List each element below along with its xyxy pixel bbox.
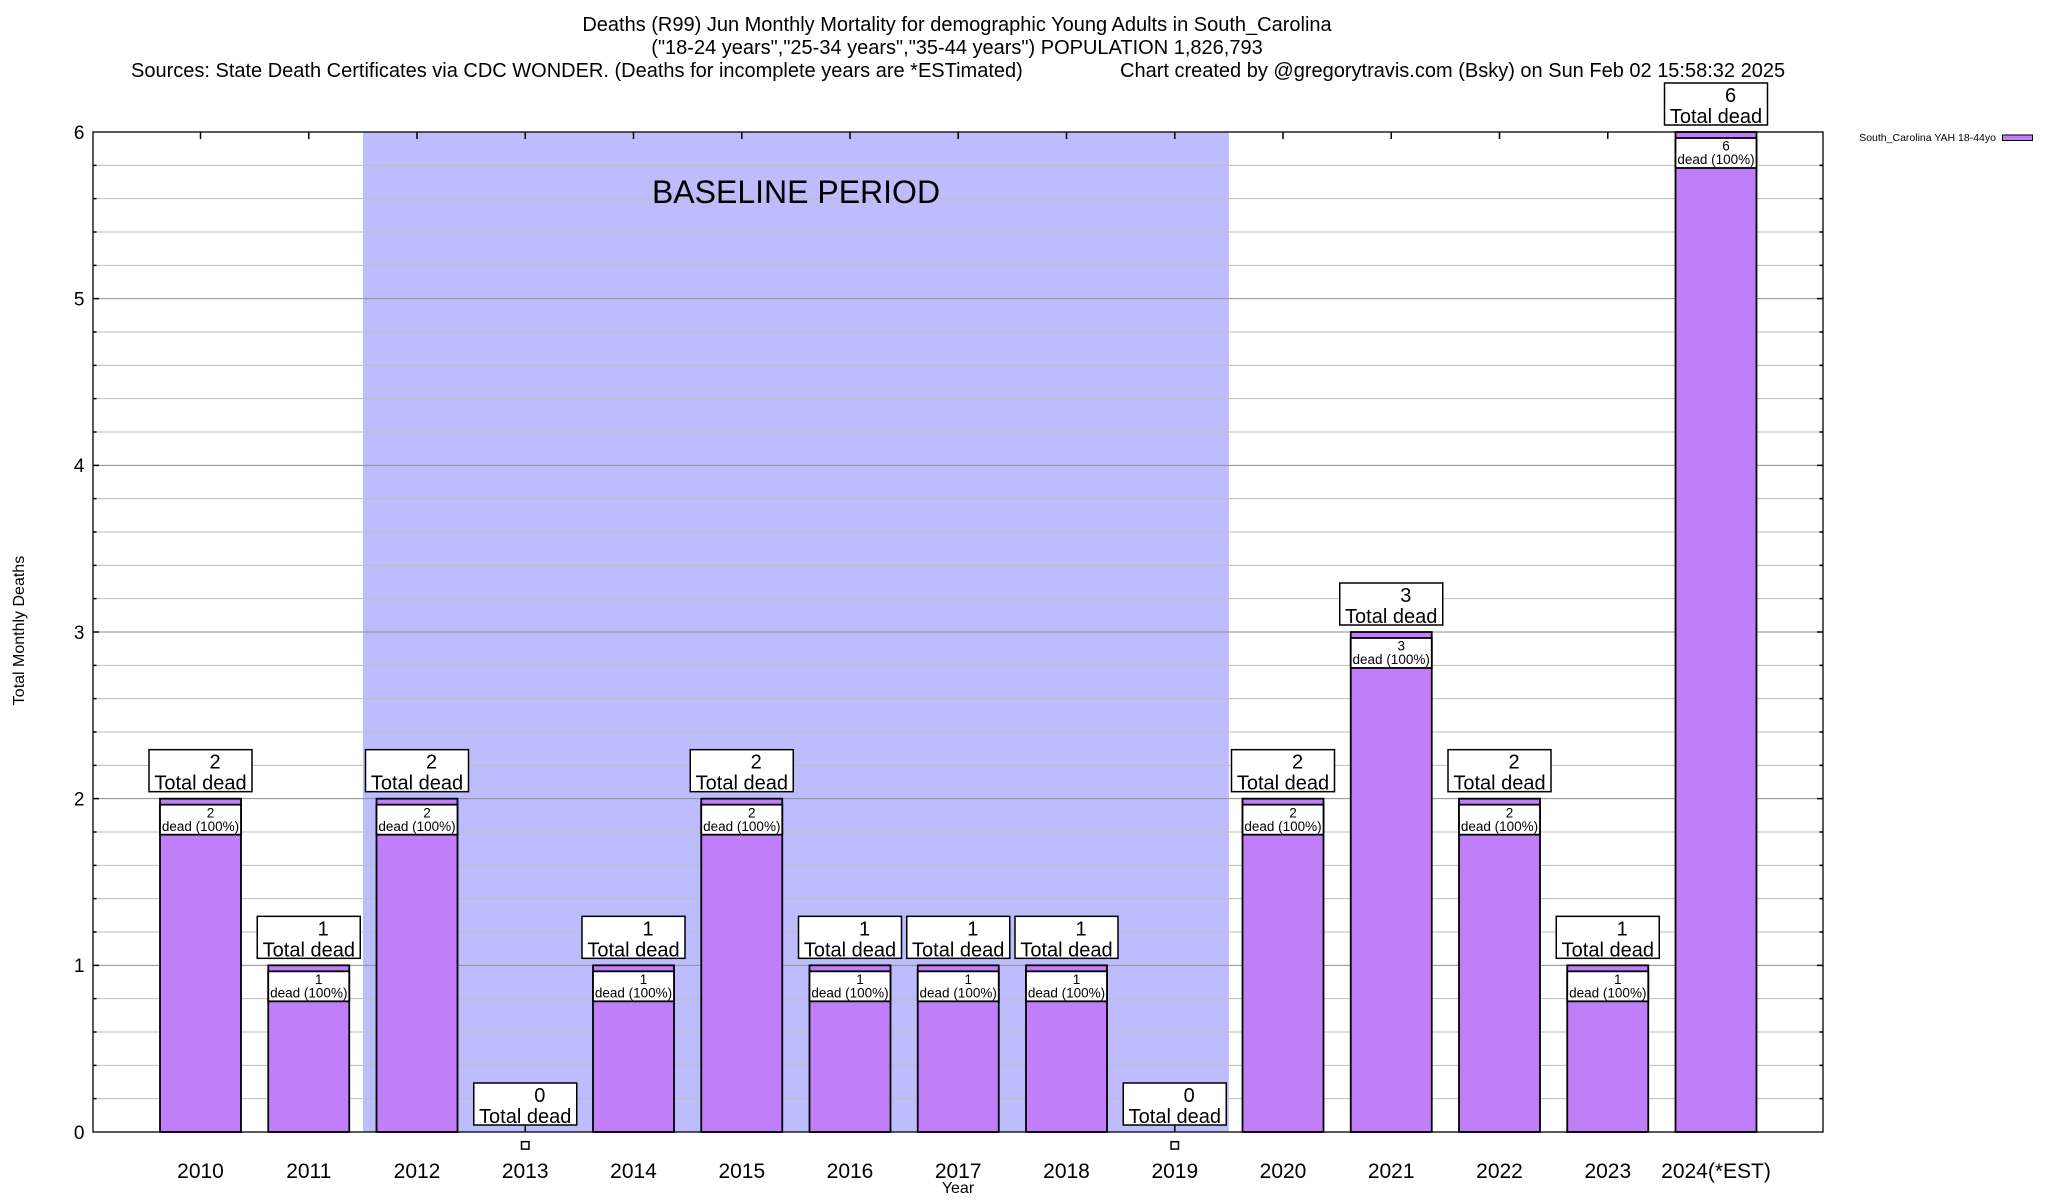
svg-text:Total dead: Total dead (154, 773, 246, 795)
svg-text:dead (100%): dead (100%) (1461, 819, 1538, 834)
svg-text:2: 2 (1292, 752, 1303, 774)
svg-text:1: 1 (964, 972, 972, 987)
svg-text:Total dead: Total dead (804, 939, 896, 961)
svg-text:2: 2 (426, 752, 437, 774)
svg-text:2: 2 (748, 805, 756, 820)
svg-text:dead (100%): dead (100%) (1244, 819, 1321, 834)
svg-text:2015: 2015 (718, 1160, 765, 1183)
svg-text:dead (100%): dead (100%) (378, 819, 455, 834)
svg-text:Total dead: Total dead (587, 939, 679, 961)
svg-text:6: 6 (1722, 139, 1730, 154)
svg-text:dead (100%): dead (100%) (703, 819, 780, 834)
svg-text:2: 2 (1289, 805, 1297, 820)
svg-text:Total dead: Total dead (1453, 773, 1545, 795)
svg-text:2021: 2021 (1368, 1160, 1415, 1183)
svg-text:2: 2 (1508, 752, 1519, 774)
svg-text:dead (100%): dead (100%) (595, 986, 672, 1001)
svg-text:Total dead: Total dead (1237, 773, 1329, 795)
svg-text:dead (100%): dead (100%) (920, 986, 997, 1001)
svg-text:dead (100%): dead (100%) (811, 986, 888, 1001)
svg-text:Sources: State Death Certifica: Sources: State Death Certificates via CD… (131, 60, 1023, 82)
svg-text:2: 2 (209, 752, 220, 774)
svg-text:2012: 2012 (394, 1160, 441, 1183)
svg-text:2018: 2018 (1043, 1160, 1090, 1183)
svg-text:3: 3 (74, 623, 85, 644)
svg-text:dead (100%): dead (100%) (270, 986, 347, 1001)
svg-text:2011: 2011 (286, 1160, 331, 1183)
svg-text:Deaths (R99) Jun Monthly Morta: Deaths (R99) Jun Monthly Mortality for d… (582, 14, 1332, 36)
svg-text:dead (100%): dead (100%) (1569, 986, 1646, 1001)
svg-text:1: 1 (74, 956, 85, 977)
svg-text:Total dead: Total dead (1345, 606, 1437, 628)
svg-text:BASELINE PERIOD: BASELINE PERIOD (652, 174, 940, 210)
svg-text:1: 1 (315, 972, 323, 987)
svg-text:0: 0 (74, 1123, 85, 1144)
svg-text:2: 2 (1506, 805, 1514, 820)
svg-text:6: 6 (1725, 85, 1736, 107)
svg-text:dead (100%): dead (100%) (1677, 152, 1754, 167)
svg-text:2: 2 (207, 805, 215, 820)
svg-text:1: 1 (856, 972, 864, 987)
svg-text:4: 4 (74, 456, 85, 477)
svg-text:6: 6 (74, 123, 85, 144)
svg-text:2010: 2010 (177, 1160, 224, 1183)
svg-text:Total Monthly Deaths: Total Monthly Deaths (11, 556, 28, 705)
svg-text:2: 2 (423, 805, 431, 820)
svg-text:0: 0 (534, 1085, 545, 1107)
svg-text:dead (100%): dead (100%) (162, 819, 239, 834)
svg-text:3: 3 (1397, 639, 1405, 654)
svg-text:1: 1 (1614, 972, 1622, 987)
svg-text:Year: Year (942, 1180, 975, 1197)
svg-text:2: 2 (751, 752, 762, 774)
svg-text:2017: 2017 (935, 1160, 982, 1183)
svg-text:Total dead: Total dead (696, 773, 788, 795)
svg-text:1: 1 (1073, 972, 1081, 987)
svg-text:1: 1 (859, 918, 870, 940)
svg-text:Total dead: Total dead (912, 939, 1004, 961)
svg-text:("18-24 years","25-34 years",": ("18-24 years","25-34 years","35-44 year… (651, 37, 1262, 59)
svg-text:1: 1 (642, 918, 653, 940)
svg-text:2023: 2023 (1584, 1160, 1631, 1183)
svg-text:1: 1 (967, 918, 978, 940)
svg-text:2024(*EST): 2024(*EST) (1661, 1160, 1771, 1183)
svg-text:2013: 2013 (502, 1160, 549, 1183)
svg-text:South_Carolina YAH 18-44yo: South_Carolina YAH 18-44yo (1859, 132, 1996, 144)
svg-text:2019: 2019 (1151, 1160, 1198, 1183)
svg-text:2020: 2020 (1260, 1160, 1307, 1183)
svg-text:2014: 2014 (610, 1160, 657, 1183)
svg-text:Chart created by @gregorytravi: Chart created by @gregorytravis.com (Bsk… (1120, 60, 1785, 82)
svg-text:dead (100%): dead (100%) (1028, 986, 1105, 1001)
svg-text:5: 5 (74, 290, 85, 311)
svg-text:3: 3 (1400, 585, 1411, 607)
svg-text:2016: 2016 (827, 1160, 874, 1183)
svg-text:Total dead: Total dead (371, 773, 463, 795)
svg-text:2022: 2022 (1476, 1160, 1523, 1183)
svg-text:1: 1 (318, 918, 329, 940)
svg-text:Total dead: Total dead (1020, 939, 1112, 961)
svg-text:Total dead: Total dead (1670, 106, 1762, 128)
svg-text:Total dead: Total dead (1562, 939, 1654, 961)
svg-text:1: 1 (1617, 918, 1628, 940)
svg-text:Total dead: Total dead (263, 939, 355, 961)
svg-text:Total dead: Total dead (1129, 1106, 1221, 1128)
svg-text:dead (100%): dead (100%) (1353, 652, 1430, 667)
svg-text:0: 0 (1184, 1085, 1195, 1107)
svg-text:1: 1 (1075, 918, 1086, 940)
svg-text:Total dead: Total dead (479, 1106, 571, 1128)
svg-text:2: 2 (74, 790, 85, 811)
svg-text:1: 1 (640, 972, 648, 987)
